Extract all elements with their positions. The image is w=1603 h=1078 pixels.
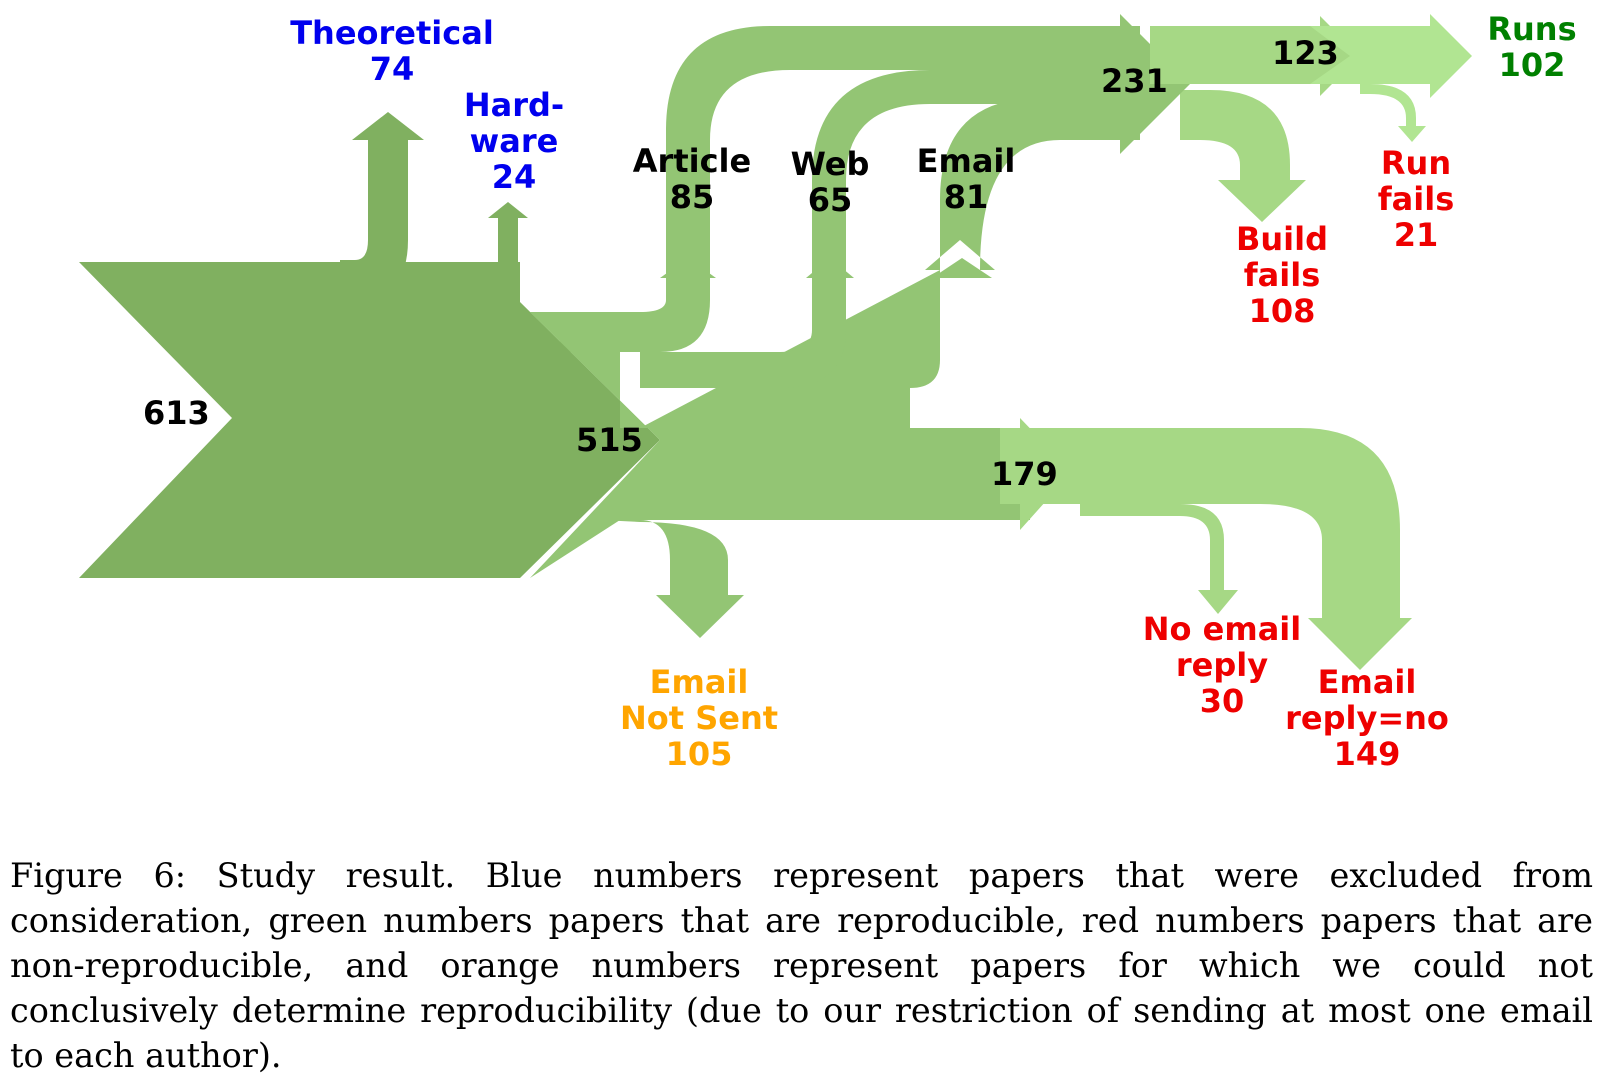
label-line: Email	[917, 142, 1016, 180]
node-231: 231	[1101, 62, 1168, 100]
label-line: 24	[492, 158, 537, 196]
label-line: 102	[1499, 46, 1566, 84]
label-line: 21	[1394, 216, 1439, 254]
label-line: 149	[1334, 735, 1401, 773]
arrow-179	[1020, 418, 1072, 530]
label-web: Web 65	[791, 145, 870, 219]
label-line: Build	[1236, 220, 1328, 258]
label-line: 65	[808, 181, 853, 219]
label-line: Theoretical	[290, 14, 494, 52]
label-article: Article 85	[633, 142, 751, 216]
label-line: 108	[1249, 292, 1316, 330]
flow-email-reply-no	[1000, 428, 1412, 670]
label-line: 74	[370, 50, 415, 88]
label-theoretical: Theoretical 74	[290, 14, 494, 88]
label-line: Run	[1381, 144, 1451, 182]
label-build-fails: Build fails 108	[1236, 220, 1328, 330]
arrow-email	[932, 258, 992, 278]
label-line: Runs	[1487, 10, 1576, 48]
label-line: reply	[1176, 646, 1268, 684]
node-123: 123	[1272, 34, 1339, 72]
label-email: Email 81	[917, 142, 1016, 216]
arrow-article	[660, 258, 716, 278]
flow-email-not-sent	[600, 520, 744, 638]
label-hardware: Hard-ware 24	[464, 86, 564, 196]
label-email-reply-no: Email reply=no 149	[1285, 663, 1449, 773]
flow-build-fails	[1180, 90, 1306, 222]
label-line: 85	[670, 178, 715, 216]
label-line: reply=no	[1285, 699, 1449, 737]
sankey-diagram: 613 515 231 123 179 Theoretical 74 Hard-w…	[79, 10, 1577, 773]
label-email-not-sent: Email Not Sent 105	[620, 663, 778, 773]
label-line: Not Sent	[620, 699, 778, 737]
label-line: Hard-	[464, 86, 564, 124]
node-613: 613	[143, 394, 210, 432]
arrow-web	[806, 258, 854, 278]
figure-caption: Figure 6: Study result. Blue numbers rep…	[10, 856, 1593, 1075]
label-line: 105	[666, 735, 733, 773]
label-line: fails	[1244, 256, 1321, 294]
node-179: 179	[991, 455, 1058, 493]
label-line: 81	[944, 178, 989, 216]
label-runs: Runs 102	[1487, 10, 1576, 84]
label-line: 30	[1200, 682, 1245, 720]
label-line: Web	[791, 145, 870, 183]
flow-run-fails	[1360, 84, 1426, 142]
label-line: Article	[633, 142, 751, 180]
flow-515	[530, 312, 1030, 578]
label-no-email-reply: No email reply 30	[1143, 610, 1301, 720]
flow-613	[79, 262, 660, 578]
label-line: ware	[470, 122, 559, 160]
node-515: 515	[576, 421, 643, 459]
flow-no-email-reply	[1080, 504, 1238, 614]
flow-theoretical	[340, 112, 424, 300]
label-line: fails	[1378, 180, 1455, 218]
label-line: Email	[650, 663, 749, 701]
label-run-fails: Run fails 21	[1378, 144, 1455, 254]
flow-123	[1150, 16, 1360, 96]
flow-runs	[1310, 14, 1472, 98]
label-line: Email	[1318, 663, 1417, 701]
label-line: No email	[1143, 610, 1301, 648]
